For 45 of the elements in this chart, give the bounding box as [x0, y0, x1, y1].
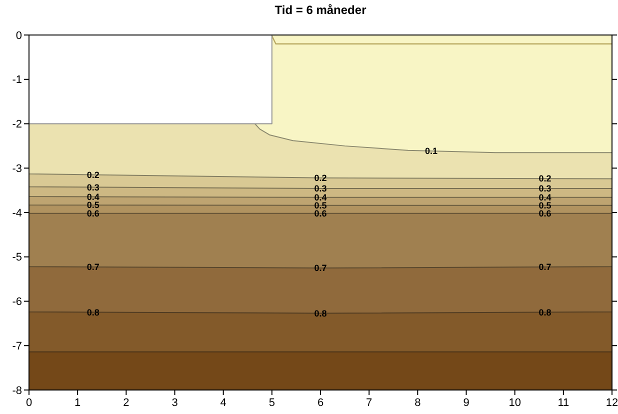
- x-tick-label: 6: [317, 397, 324, 409]
- x-tick-label: 7: [366, 397, 372, 409]
- text: 0.3: [538, 184, 552, 194]
- series-label: 0.8: [538, 307, 552, 318]
- x-tick-label: 9: [463, 397, 470, 409]
- text: 0.2: [538, 174, 552, 184]
- series-label: 0.4: [86, 192, 100, 202]
- x-tick-label: 12: [606, 397, 618, 409]
- x-tick-label: 0: [26, 397, 32, 409]
- x-tick-label: 10: [508, 397, 521, 409]
- text: 0.7: [538, 262, 552, 272]
- text: 0.8: [314, 308, 327, 318]
- text: 0.2: [314, 173, 327, 184]
- x-tick-label: 5: [268, 397, 275, 409]
- y-tick-label: -6: [12, 296, 22, 308]
- x-tick-label: 4: [220, 397, 226, 409]
- x-tick-label: 8: [414, 397, 421, 409]
- text: 0.4: [314, 192, 327, 203]
- x-tick-label: 11: [558, 397, 570, 409]
- y-tick-label: -2: [12, 118, 22, 131]
- text: 0.6: [314, 208, 327, 219]
- series-label: 0.3: [86, 182, 100, 192]
- series-label: 0.5: [86, 200, 100, 210]
- series-label: 0.2: [86, 170, 100, 180]
- text: 0.6: [538, 208, 552, 219]
- text: 0.4: [538, 192, 552, 203]
- y-tick-label: -3: [12, 162, 22, 175]
- y-tick-label: -7: [12, 340, 22, 352]
- series-label: 0.1: [425, 146, 438, 156]
- y-tick-label: 0: [16, 30, 22, 42]
- series-label: 0.7: [86, 262, 100, 272]
- series-label: 0.6: [86, 208, 100, 219]
- text: 0.8: [86, 307, 100, 318]
- x-tick-label: 1: [74, 397, 81, 409]
- y-tick-label: -1: [12, 74, 22, 86]
- x-tick-label: 3: [172, 397, 178, 409]
- x-tick-label: 2: [123, 397, 130, 409]
- y-tick-label: -5: [12, 252, 22, 264]
- text: 0.5: [314, 200, 327, 211]
- text: 0.3: [314, 184, 327, 194]
- y-tick-label: -4: [12, 207, 22, 220]
- text: 0.5: [538, 200, 552, 211]
- text: 0.7: [314, 263, 327, 274]
- y-tick-label: -8: [12, 384, 22, 397]
- chart-title: Tid = 6 måneder: [274, 3, 367, 17]
